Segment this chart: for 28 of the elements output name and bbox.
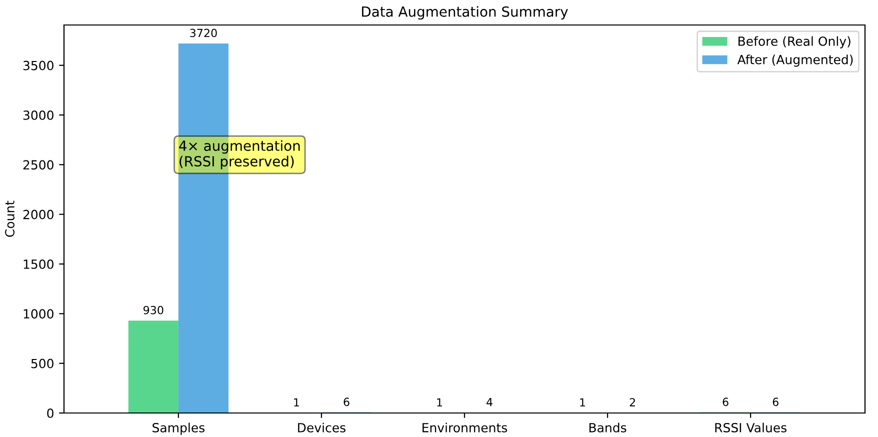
x-tick-label: Devices <box>298 422 346 432</box>
data-label: 4 <box>486 398 492 406</box>
y-tick-label: 1500 <box>24 259 54 269</box>
legend-label: Before (Real Only) <box>738 36 850 48</box>
y-tick-label: 500 <box>31 358 54 368</box>
y-tick-label: 1000 <box>24 309 54 319</box>
data-label: 930 <box>143 306 164 314</box>
data-label: 3720 <box>190 28 217 38</box>
y-tick-label: 3500 <box>23 60 54 70</box>
legend-label: After (Augmented) <box>737 54 853 67</box>
data-label: 1 <box>294 398 299 406</box>
y-axis-title: Count <box>5 200 14 237</box>
y-tick-label: 0 <box>47 408 54 418</box>
y-tick-label: 2500 <box>23 160 54 170</box>
x-tick-label: RSSI Values <box>715 422 786 432</box>
y-tick-label: 3000 <box>23 110 54 120</box>
data-label: 2 <box>630 398 635 406</box>
data-label: 6 <box>772 398 778 406</box>
data-label: 1 <box>437 398 442 406</box>
x-tick-label: Bands <box>589 422 626 432</box>
annotation: 4× augmentation (RSSI preserved) <box>179 140 300 170</box>
data-label: 6 <box>344 398 350 406</box>
chart-title: Data Augmentation Summary <box>362 6 568 20</box>
y-tick-label: 2000 <box>23 210 54 220</box>
data-label: 6 <box>722 398 728 406</box>
x-tick-label: Environments <box>422 422 508 432</box>
x-tick-label: Samples <box>152 422 205 435</box>
data-label: 1 <box>580 398 586 406</box>
